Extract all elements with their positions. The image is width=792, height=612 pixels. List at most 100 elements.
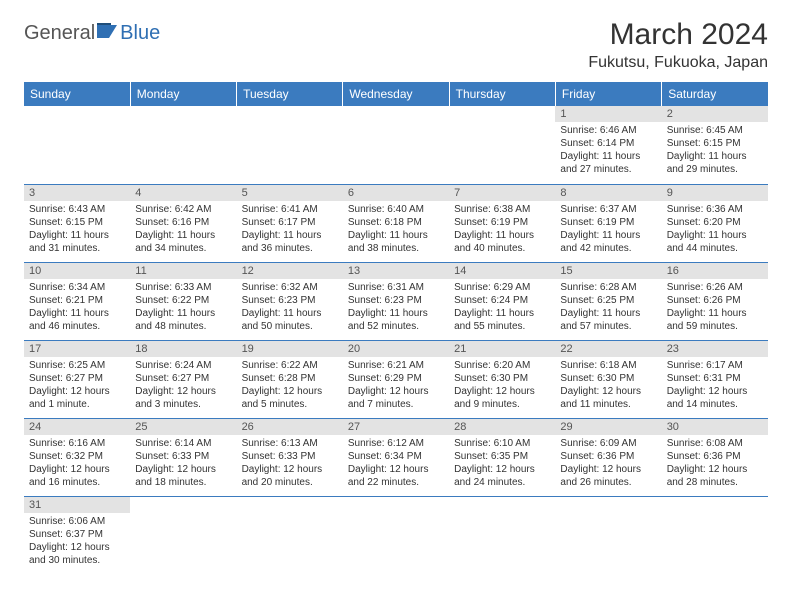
day-dl2: and 34 minutes. xyxy=(135,242,231,255)
day-content: Sunrise: 6:32 AMSunset: 6:23 PMDaylight:… xyxy=(237,279,343,337)
day-content: Sunrise: 6:13 AMSunset: 6:33 PMDaylight:… xyxy=(237,435,343,493)
calendar-cell: 16Sunrise: 6:26 AMSunset: 6:26 PMDayligh… xyxy=(662,262,768,340)
calendar-week: 24Sunrise: 6:16 AMSunset: 6:32 PMDayligh… xyxy=(24,418,768,496)
day-sr: Sunrise: 6:31 AM xyxy=(348,281,444,294)
day-ss: Sunset: 6:29 PM xyxy=(348,372,444,385)
dayname-row: Sunday Monday Tuesday Wednesday Thursday… xyxy=(24,82,768,106)
day-dl1: Daylight: 11 hours xyxy=(242,229,338,242)
day-content: Sunrise: 6:36 AMSunset: 6:20 PMDaylight:… xyxy=(662,201,768,259)
day-dl1: Daylight: 11 hours xyxy=(29,307,125,320)
day-number: 29 xyxy=(555,419,661,435)
day-dl2: and 48 minutes. xyxy=(135,320,231,333)
day-dl1: Daylight: 12 hours xyxy=(454,463,550,476)
calendar-cell xyxy=(130,106,236,184)
day-dl2: and 11 minutes. xyxy=(560,398,656,411)
day-dl1: Daylight: 12 hours xyxy=(29,541,125,554)
day-dl1: Daylight: 11 hours xyxy=(135,229,231,242)
day-content: Sunrise: 6:16 AMSunset: 6:32 PMDaylight:… xyxy=(24,435,130,493)
day-dl2: and 20 minutes. xyxy=(242,476,338,489)
day-dl1: Daylight: 12 hours xyxy=(454,385,550,398)
day-dl1: Daylight: 11 hours xyxy=(454,307,550,320)
calendar-cell xyxy=(662,496,768,574)
day-sr: Sunrise: 6:40 AM xyxy=(348,203,444,216)
day-content: Sunrise: 6:06 AMSunset: 6:37 PMDaylight:… xyxy=(24,513,130,571)
day-ss: Sunset: 6:28 PM xyxy=(242,372,338,385)
day-content: Sunrise: 6:41 AMSunset: 6:17 PMDaylight:… xyxy=(237,201,343,259)
day-ss: Sunset: 6:24 PM xyxy=(454,294,550,307)
day-sr: Sunrise: 6:36 AM xyxy=(667,203,763,216)
dayname-sat: Saturday xyxy=(662,82,768,106)
day-number: 7 xyxy=(449,185,555,201)
calendar-cell xyxy=(24,106,130,184)
day-dl2: and 3 minutes. xyxy=(135,398,231,411)
day-sr: Sunrise: 6:21 AM xyxy=(348,359,444,372)
day-dl2: and 24 minutes. xyxy=(454,476,550,489)
day-sr: Sunrise: 6:14 AM xyxy=(135,437,231,450)
day-number: 19 xyxy=(237,341,343,357)
day-content: Sunrise: 6:21 AMSunset: 6:29 PMDaylight:… xyxy=(343,357,449,415)
day-number: 18 xyxy=(130,341,236,357)
day-content: Sunrise: 6:20 AMSunset: 6:30 PMDaylight:… xyxy=(449,357,555,415)
day-sr: Sunrise: 6:06 AM xyxy=(29,515,125,528)
calendar-cell: 1Sunrise: 6:46 AMSunset: 6:14 PMDaylight… xyxy=(555,106,661,184)
day-dl2: and 50 minutes. xyxy=(242,320,338,333)
day-content: Sunrise: 6:37 AMSunset: 6:19 PMDaylight:… xyxy=(555,201,661,259)
day-sr: Sunrise: 6:13 AM xyxy=(242,437,338,450)
day-dl2: and 5 minutes. xyxy=(242,398,338,411)
day-dl2: and 36 minutes. xyxy=(242,242,338,255)
day-dl1: Daylight: 12 hours xyxy=(135,385,231,398)
day-dl2: and 46 minutes. xyxy=(29,320,125,333)
day-sr: Sunrise: 6:29 AM xyxy=(454,281,550,294)
day-dl2: and 40 minutes. xyxy=(454,242,550,255)
day-number: 9 xyxy=(662,185,768,201)
day-dl1: Daylight: 12 hours xyxy=(667,463,763,476)
calendar-week: 3Sunrise: 6:43 AMSunset: 6:15 PMDaylight… xyxy=(24,184,768,262)
day-number: 25 xyxy=(130,419,236,435)
calendar-week: 10Sunrise: 6:34 AMSunset: 6:21 PMDayligh… xyxy=(24,262,768,340)
day-ss: Sunset: 6:32 PM xyxy=(29,450,125,463)
day-number: 17 xyxy=(24,341,130,357)
calendar-cell xyxy=(449,496,555,574)
calendar-cell: 20Sunrise: 6:21 AMSunset: 6:29 PMDayligh… xyxy=(343,340,449,418)
location-text: Fukutsu, Fukuoka, Japan xyxy=(588,54,768,72)
day-sr: Sunrise: 6:25 AM xyxy=(29,359,125,372)
day-dl2: and 55 minutes. xyxy=(454,320,550,333)
day-number: 1 xyxy=(555,106,661,122)
day-number: 31 xyxy=(24,497,130,513)
day-ss: Sunset: 6:33 PM xyxy=(242,450,338,463)
day-number: 10 xyxy=(24,263,130,279)
dayname-mon: Monday xyxy=(130,82,236,106)
calendar-cell: 29Sunrise: 6:09 AMSunset: 6:36 PMDayligh… xyxy=(555,418,661,496)
day-sr: Sunrise: 6:28 AM xyxy=(560,281,656,294)
day-ss: Sunset: 6:23 PM xyxy=(242,294,338,307)
day-ss: Sunset: 6:30 PM xyxy=(454,372,550,385)
day-content: Sunrise: 6:40 AMSunset: 6:18 PMDaylight:… xyxy=(343,201,449,259)
day-dl1: Daylight: 12 hours xyxy=(348,463,444,476)
day-number: 26 xyxy=(237,419,343,435)
dayname-fri: Friday xyxy=(555,82,661,106)
day-number: 24 xyxy=(24,419,130,435)
day-dl1: Daylight: 11 hours xyxy=(560,229,656,242)
day-sr: Sunrise: 6:26 AM xyxy=(667,281,763,294)
day-dl2: and 59 minutes. xyxy=(667,320,763,333)
day-dl2: and 18 minutes. xyxy=(135,476,231,489)
day-ss: Sunset: 6:37 PM xyxy=(29,528,125,541)
day-ss: Sunset: 6:25 PM xyxy=(560,294,656,307)
day-ss: Sunset: 6:35 PM xyxy=(454,450,550,463)
day-content: Sunrise: 6:28 AMSunset: 6:25 PMDaylight:… xyxy=(555,279,661,337)
calendar-cell xyxy=(343,496,449,574)
day-sr: Sunrise: 6:17 AM xyxy=(667,359,763,372)
day-content: Sunrise: 6:08 AMSunset: 6:36 PMDaylight:… xyxy=(662,435,768,493)
day-dl1: Daylight: 12 hours xyxy=(348,385,444,398)
day-content: Sunrise: 6:22 AMSunset: 6:28 PMDaylight:… xyxy=(237,357,343,415)
day-number: 22 xyxy=(555,341,661,357)
day-sr: Sunrise: 6:16 AM xyxy=(29,437,125,450)
calendar-cell: 22Sunrise: 6:18 AMSunset: 6:30 PMDayligh… xyxy=(555,340,661,418)
calendar-cell: 8Sunrise: 6:37 AMSunset: 6:19 PMDaylight… xyxy=(555,184,661,262)
calendar-cell: 17Sunrise: 6:25 AMSunset: 6:27 PMDayligh… xyxy=(24,340,130,418)
flag-icon xyxy=(97,22,119,45)
day-number: 4 xyxy=(130,185,236,201)
calendar-cell: 31Sunrise: 6:06 AMSunset: 6:37 PMDayligh… xyxy=(24,496,130,574)
day-number: 20 xyxy=(343,341,449,357)
brand-logo: General Blue xyxy=(24,22,160,45)
